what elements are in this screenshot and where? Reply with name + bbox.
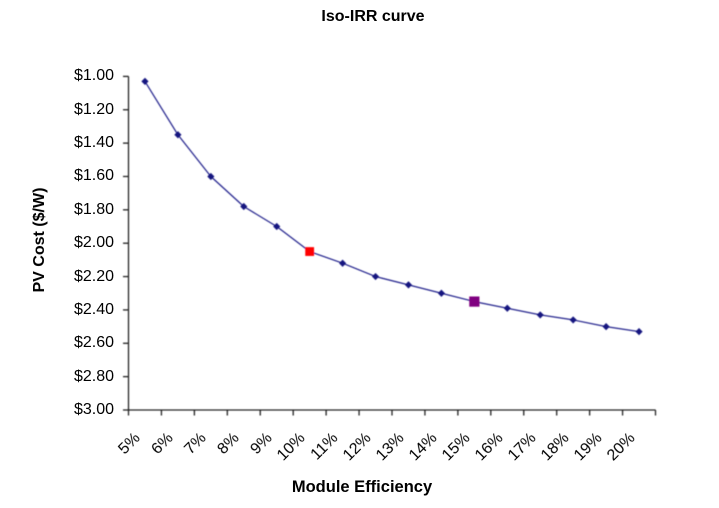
series-line [144, 81, 640, 333]
y-tick-label: $2.60 [73, 334, 114, 352]
y-tick-label: $1.80 [73, 200, 114, 218]
purple-highlight-marker [469, 296, 480, 307]
data-point-marker [338, 259, 347, 267]
data-point-marker [503, 304, 511, 312]
chart-title: Iso-IRR curve [321, 8, 425, 25]
data-point-marker [569, 316, 577, 324]
data-point-marker [141, 77, 149, 86]
data-point-marker [207, 172, 215, 181]
data-point-marker [273, 222, 281, 231]
data-point-marker [174, 131, 182, 139]
y-tick-label: $2.20 [73, 267, 114, 285]
data-point-marker [240, 202, 248, 211]
plot-graphics [123, 75, 657, 416]
data-point-marker [437, 289, 446, 297]
y-tick-label: $2.80 [73, 367, 114, 385]
y-tick-label: $1.60 [73, 167, 114, 185]
data-point-marker [536, 311, 544, 319]
x-axis-title: Module Efficiency [291, 478, 433, 496]
data-point-marker [404, 281, 413, 289]
data-point-marker [635, 328, 643, 336]
y-tick-label: $1.00 [73, 67, 114, 85]
y-tick-label: $1.20 [73, 100, 114, 118]
y-tick-label: $2.00 [73, 234, 114, 252]
red-highlight-marker [305, 247, 315, 256]
y-tick-label: $2.40 [73, 300, 114, 318]
y-tick-label: $1.40 [73, 134, 114, 152]
data-point-marker [602, 323, 610, 331]
y-tick-label: $3.00 [73, 401, 114, 418]
data-point-marker [371, 272, 380, 281]
